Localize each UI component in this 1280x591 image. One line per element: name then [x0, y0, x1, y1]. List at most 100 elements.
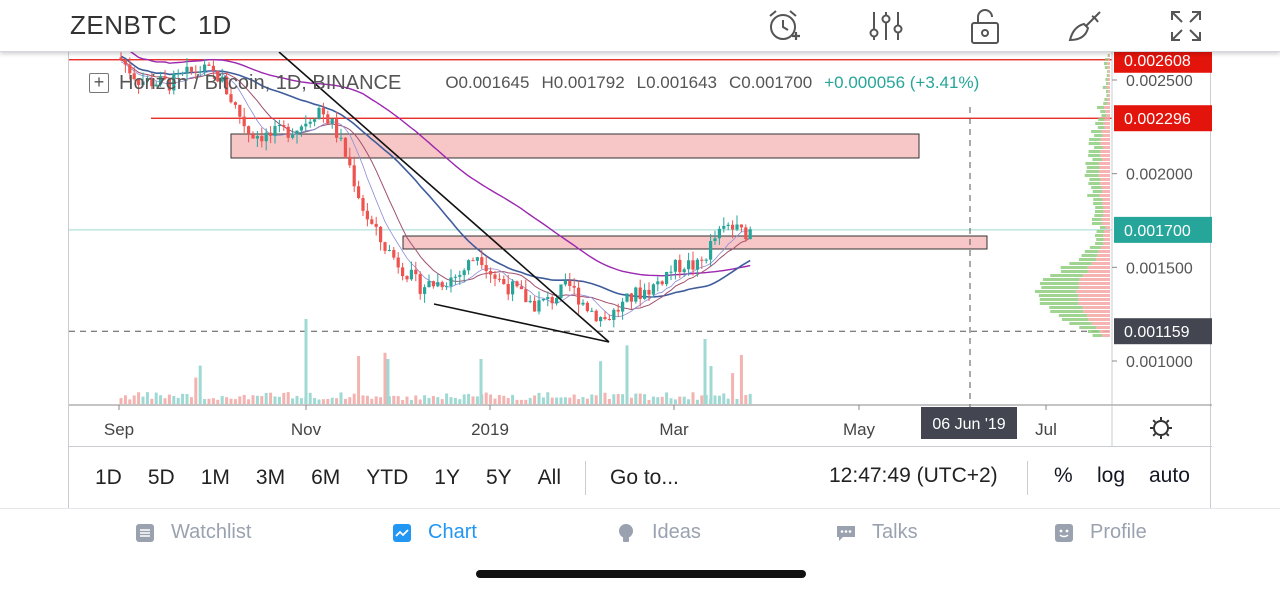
candle	[159, 76, 163, 85]
range-all[interactable]: All	[537, 465, 561, 489]
candle	[409, 269, 413, 280]
candle	[383, 242, 387, 251]
volume-profile-bar	[1106, 86, 1110, 89]
candle	[220, 76, 224, 82]
add-indicator-icon[interactable]: +	[89, 73, 109, 93]
lock-icon[interactable]	[966, 6, 1006, 46]
volume-bar	[537, 392, 541, 404]
candle	[233, 102, 237, 105]
volume-profile-bar	[1107, 66, 1110, 69]
goto-date-button[interactable]: Go to...	[610, 465, 679, 489]
nav-talks[interactable]: Talks	[836, 521, 918, 544]
candle	[145, 78, 149, 82]
candle	[651, 284, 655, 295]
volume-bars	[119, 319, 752, 404]
volume-bar	[225, 397, 229, 404]
volume-profile-bar	[1097, 126, 1105, 129]
volume-bar	[577, 399, 581, 404]
volume-profile-bar	[1097, 254, 1110, 257]
candle	[211, 65, 215, 71]
volume-profile-bar	[1105, 226, 1110, 229]
fullscreen-icon[interactable]	[1166, 6, 1206, 46]
candle	[603, 317, 607, 320]
volume-bar	[559, 397, 563, 404]
nav-chart[interactable]: Chart	[392, 521, 477, 544]
volume-bar	[744, 395, 748, 404]
volume-profile-bar	[1039, 302, 1079, 305]
drawing-brush-icon[interactable]	[1066, 6, 1106, 46]
symbol-name[interactable]: ZENBTC	[70, 10, 177, 40]
indicators-icon[interactable]	[866, 6, 906, 46]
percent-scale-toggle[interactable]: %	[1054, 464, 1073, 487]
candle	[308, 121, 312, 124]
volume-bar	[211, 398, 215, 404]
range-1y[interactable]: 1Y	[434, 465, 460, 489]
volume-bar	[317, 399, 321, 404]
price-chart[interactable]: 0.002500 0.002000 0.001500 0.001000 0.002608…	[69, 52, 1212, 446]
candle	[704, 259, 708, 261]
range-ytd[interactable]: YTD	[366, 465, 409, 489]
volume-bar	[277, 396, 281, 404]
candle	[291, 134, 295, 138]
volume-bar	[541, 397, 545, 404]
volume-profile-bar	[1093, 198, 1103, 201]
volume-profile-bar	[1058, 314, 1087, 317]
volume-profile-bar	[1103, 210, 1110, 213]
alarm-add-icon[interactable]	[764, 6, 804, 46]
candle	[242, 116, 246, 127]
chart-container[interactable]: 0.002500 0.002000 0.001500 0.001000 0.002608…	[68, 52, 1212, 508]
volume-bar	[471, 396, 475, 404]
volume-bar	[269, 392, 273, 404]
candle	[176, 73, 180, 75]
clock-timezone[interactable]: 12:47:49 (UTC+2)	[829, 464, 998, 487]
range-6m[interactable]: 6M	[311, 465, 341, 489]
range-3m[interactable]: 3M	[255, 465, 286, 489]
volume-profile-bar	[1101, 186, 1110, 189]
candle	[225, 76, 229, 95]
volume-profile-bar	[1095, 206, 1104, 209]
volume-profile-bar	[1088, 150, 1101, 153]
interval-selector[interactable]: 1D	[198, 10, 232, 40]
candle	[682, 269, 686, 273]
volume-profile-bar	[1102, 214, 1110, 217]
price-label-badge	[1114, 216, 1212, 243]
volume-bar	[713, 395, 717, 404]
settings-gear-icon[interactable]	[1150, 417, 1172, 439]
divider	[1027, 461, 1028, 495]
volume-profile-bar	[1108, 54, 1110, 57]
volume-profile-bar	[1079, 278, 1110, 281]
volume-profile-bar	[1088, 318, 1110, 321]
range-1m[interactable]: 1M	[200, 465, 230, 489]
candle	[577, 287, 581, 305]
candle	[524, 289, 528, 303]
nav-profile[interactable]: Profile	[1054, 521, 1147, 544]
candle	[137, 79, 141, 86]
volume-bar	[669, 398, 673, 404]
range-5y[interactable]: 5Y	[485, 465, 512, 489]
volume-profile-bar	[1077, 294, 1110, 297]
volume-profile-bar	[1103, 238, 1110, 241]
auto-scale-toggle[interactable]: auto	[1149, 464, 1190, 487]
volume-profile	[1034, 54, 1110, 337]
range-1d[interactable]: 1D	[95, 465, 122, 489]
candle	[238, 104, 242, 117]
candle	[497, 278, 501, 280]
volume-profile-bar	[1108, 74, 1110, 77]
volume-profile-bar	[1096, 106, 1105, 109]
nav-watchlist[interactable]: Watchlist	[135, 521, 251, 544]
volume-profile-bar	[1050, 274, 1084, 277]
candle	[656, 281, 660, 285]
nav-ideas[interactable]: Ideas	[616, 521, 701, 544]
volume-profile-bar	[1096, 326, 1110, 329]
volume-profile-bar	[1050, 310, 1084, 313]
volume-bar	[383, 352, 387, 404]
candle	[449, 277, 453, 287]
log-scale-toggle[interactable]: log	[1097, 464, 1126, 487]
candle	[665, 271, 669, 285]
volume-profile-bar	[1102, 146, 1110, 149]
volume-bar	[511, 394, 515, 404]
volume-bar	[475, 396, 479, 404]
range-5d[interactable]: 5D	[147, 465, 175, 489]
volume-profile-bar	[1108, 90, 1110, 93]
candle	[335, 118, 339, 138]
